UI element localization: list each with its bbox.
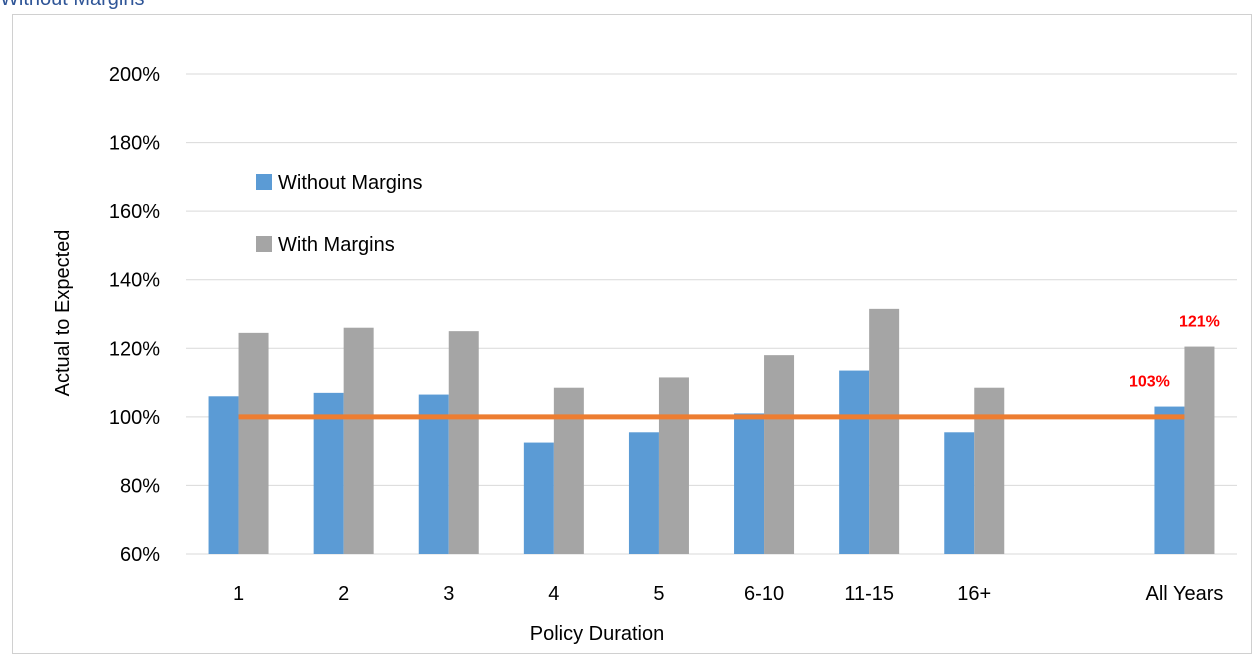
bar-with-margins [658, 377, 689, 554]
annotations: 103% 121% [1129, 314, 1220, 391]
x-tick-label: 11-15 [844, 583, 894, 605]
bar-without-margins [313, 392, 344, 554]
bar-with-margins [1184, 346, 1215, 554]
bar-with-margins [974, 387, 1005, 554]
bar-with-margins [343, 327, 374, 554]
x-tick-labels: 1 2 3 4 5 6-10 11-15 16+ All Years [233, 583, 1223, 605]
x-tick-label: All Years [1146, 583, 1224, 605]
legend-label: With Margins [278, 234, 395, 256]
legend-swatch [256, 174, 272, 190]
bar-with-margins [553, 387, 584, 554]
bar-without-margins [734, 413, 765, 554]
legend-label: Without Margins [278, 172, 423, 194]
bar-without-margins [523, 442, 554, 554]
bar-without-margins [839, 370, 870, 554]
bar-without-margins [944, 432, 975, 554]
x-tick-label: 3 [443, 583, 454, 605]
bars [208, 308, 1215, 554]
bar-with-margins [238, 332, 269, 554]
x-tick-label: 2 [338, 583, 349, 605]
y-tick-label: 180% [109, 133, 160, 155]
bar-without-margins [418, 394, 449, 554]
y-tick-label: 100% [109, 407, 160, 429]
legend: Without Margins With Margins [256, 172, 423, 256]
y-tick-label: 200% [109, 64, 160, 86]
y-axis-label: Actual to Expected [52, 230, 74, 397]
x-tick-label: 16+ [957, 583, 991, 605]
y-tick-label: 120% [109, 338, 160, 360]
data-label: 103% [1129, 374, 1170, 391]
y-tick-labels: 60% 80% 100% 120% 140% 160% 180% 200% [109, 64, 160, 566]
x-tick-label: 6-10 [744, 583, 784, 605]
legend-swatch [256, 236, 272, 252]
data-label: 121% [1179, 314, 1220, 331]
bar-without-margins [1154, 406, 1185, 554]
bar-without-margins [208, 396, 239, 554]
y-tick-label: 160% [109, 201, 160, 223]
y-tick-label: 60% [120, 544, 160, 566]
y-tick-label: 140% [109, 270, 160, 292]
x-tick-label: 4 [548, 583, 559, 605]
x-tick-label: 5 [653, 583, 664, 605]
bar-with-margins [869, 308, 900, 554]
bar-with-margins [764, 355, 795, 554]
x-axis-label: Policy Duration [530, 623, 665, 645]
page-title: Without Margins [0, 0, 145, 11]
bar-with-margins [448, 331, 479, 554]
y-tick-label: 80% [120, 475, 160, 497]
x-tick-label: 1 [233, 583, 244, 605]
bar-without-margins [628, 432, 659, 554]
